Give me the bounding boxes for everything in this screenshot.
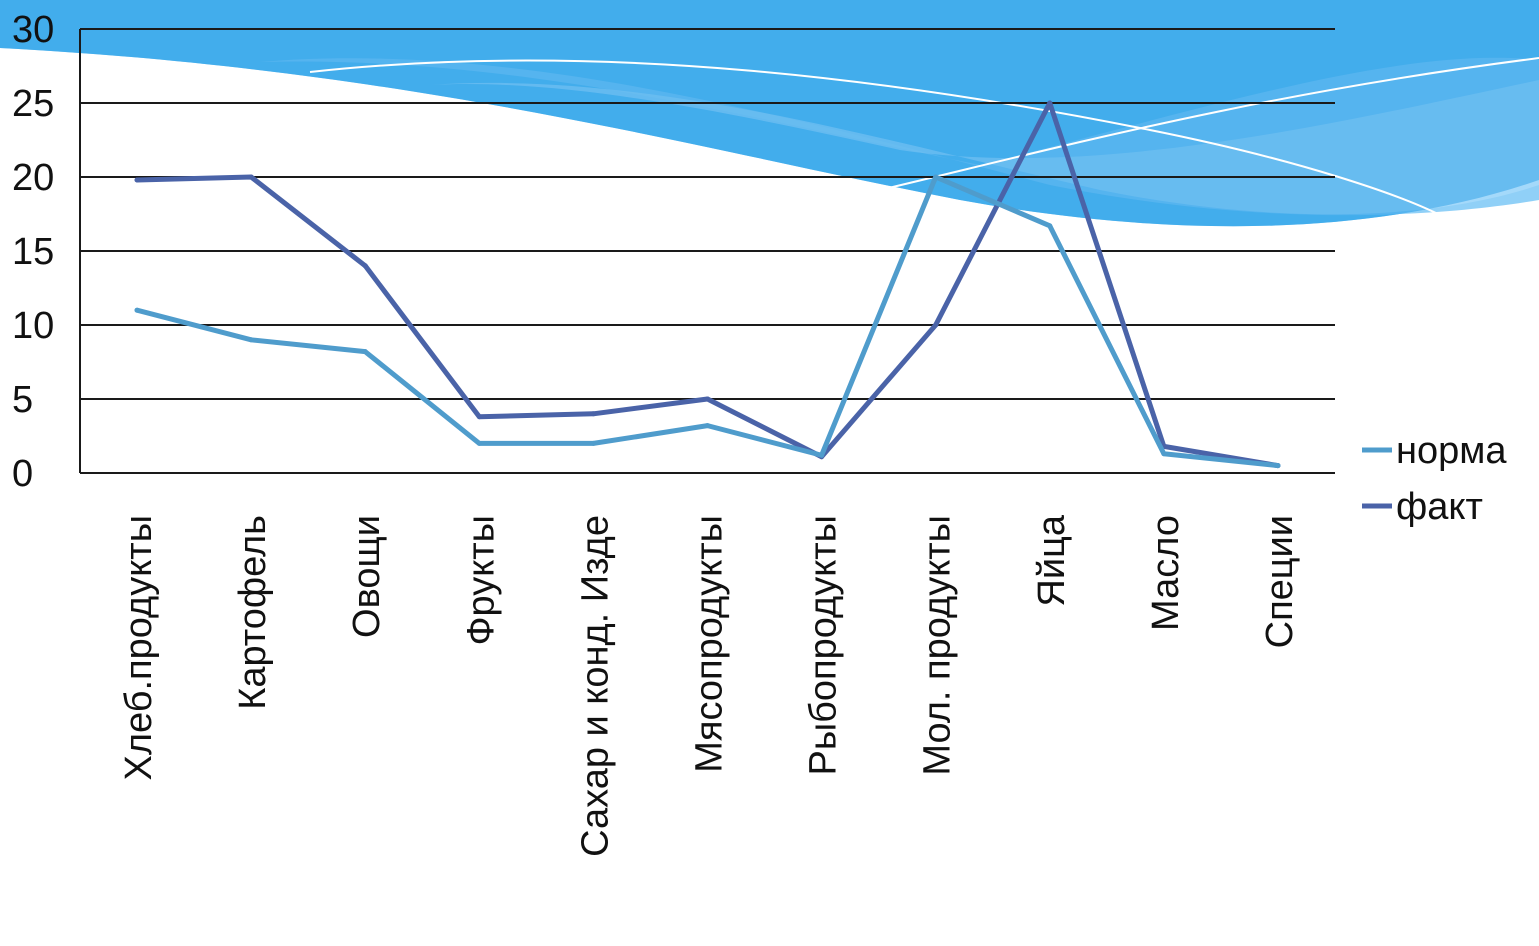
- x-category-label: Рыбопродукты: [803, 515, 845, 776]
- y-tick-label: 5: [12, 379, 33, 421]
- data-point: [705, 396, 710, 402]
- x-axis-category-labels: Хлеб.продукты Картофель Овощи Фрукты Сахар и…: [118, 514, 1301, 857]
- wave-line-1: [309, 59, 1441, 216]
- y-tick-label: 20: [12, 157, 54, 199]
- data-point: [1047, 100, 1053, 106]
- x-category-label: Специи: [1259, 515, 1301, 648]
- gridlines: [79, 28, 1335, 474]
- data-point: [248, 174, 254, 180]
- data-point: [362, 349, 368, 355]
- legend-label: норма: [1396, 430, 1507, 472]
- data-point: [819, 452, 825, 458]
- y-tick-label: 0: [12, 453, 33, 495]
- data-point: [476, 440, 482, 446]
- y-tick-label: 15: [12, 231, 54, 273]
- data-point: [590, 440, 596, 446]
- data-point: [134, 307, 140, 313]
- data-point: [590, 411, 596, 417]
- y-tick-label: 25: [12, 83, 54, 125]
- data-point: [248, 337, 254, 343]
- x-category-label: Фрукты: [460, 515, 502, 645]
- series-lines: [134, 100, 1281, 469]
- x-category-label: Масло: [1145, 515, 1187, 631]
- x-category-label: Мясопродукты: [689, 515, 731, 773]
- data-point: [705, 423, 710, 429]
- data-point: [1161, 451, 1167, 457]
- x-category-label: Мол. продукты: [917, 515, 959, 776]
- series-line-1: [134, 100, 1281, 469]
- x-category-label: Яйца: [1031, 514, 1073, 606]
- x-category-label: Хлеб.продукты: [118, 515, 160, 781]
- wave-line-2: [879, 57, 1539, 191]
- header-wave-front: [0, 0, 1539, 227]
- y-tick-label: 30: [12, 9, 54, 51]
- data-point: [933, 174, 939, 180]
- data-point: [1047, 223, 1053, 229]
- data-point: [362, 263, 368, 269]
- y-axis-tick-labels: 0 5 10 15 20 25 30: [12, 9, 54, 495]
- data-point: [134, 177, 140, 183]
- x-category-label: Картофель: [232, 515, 274, 710]
- legend: норма факт: [1362, 430, 1507, 528]
- data-point: [933, 322, 939, 328]
- data-point: [476, 414, 482, 420]
- x-category-label: Сахар и конд. Изде: [574, 515, 616, 857]
- y-tick-label: 10: [12, 305, 54, 347]
- x-category-label: Овощи: [346, 515, 388, 638]
- legend-label: факт: [1396, 486, 1483, 528]
- data-point: [1275, 463, 1281, 469]
